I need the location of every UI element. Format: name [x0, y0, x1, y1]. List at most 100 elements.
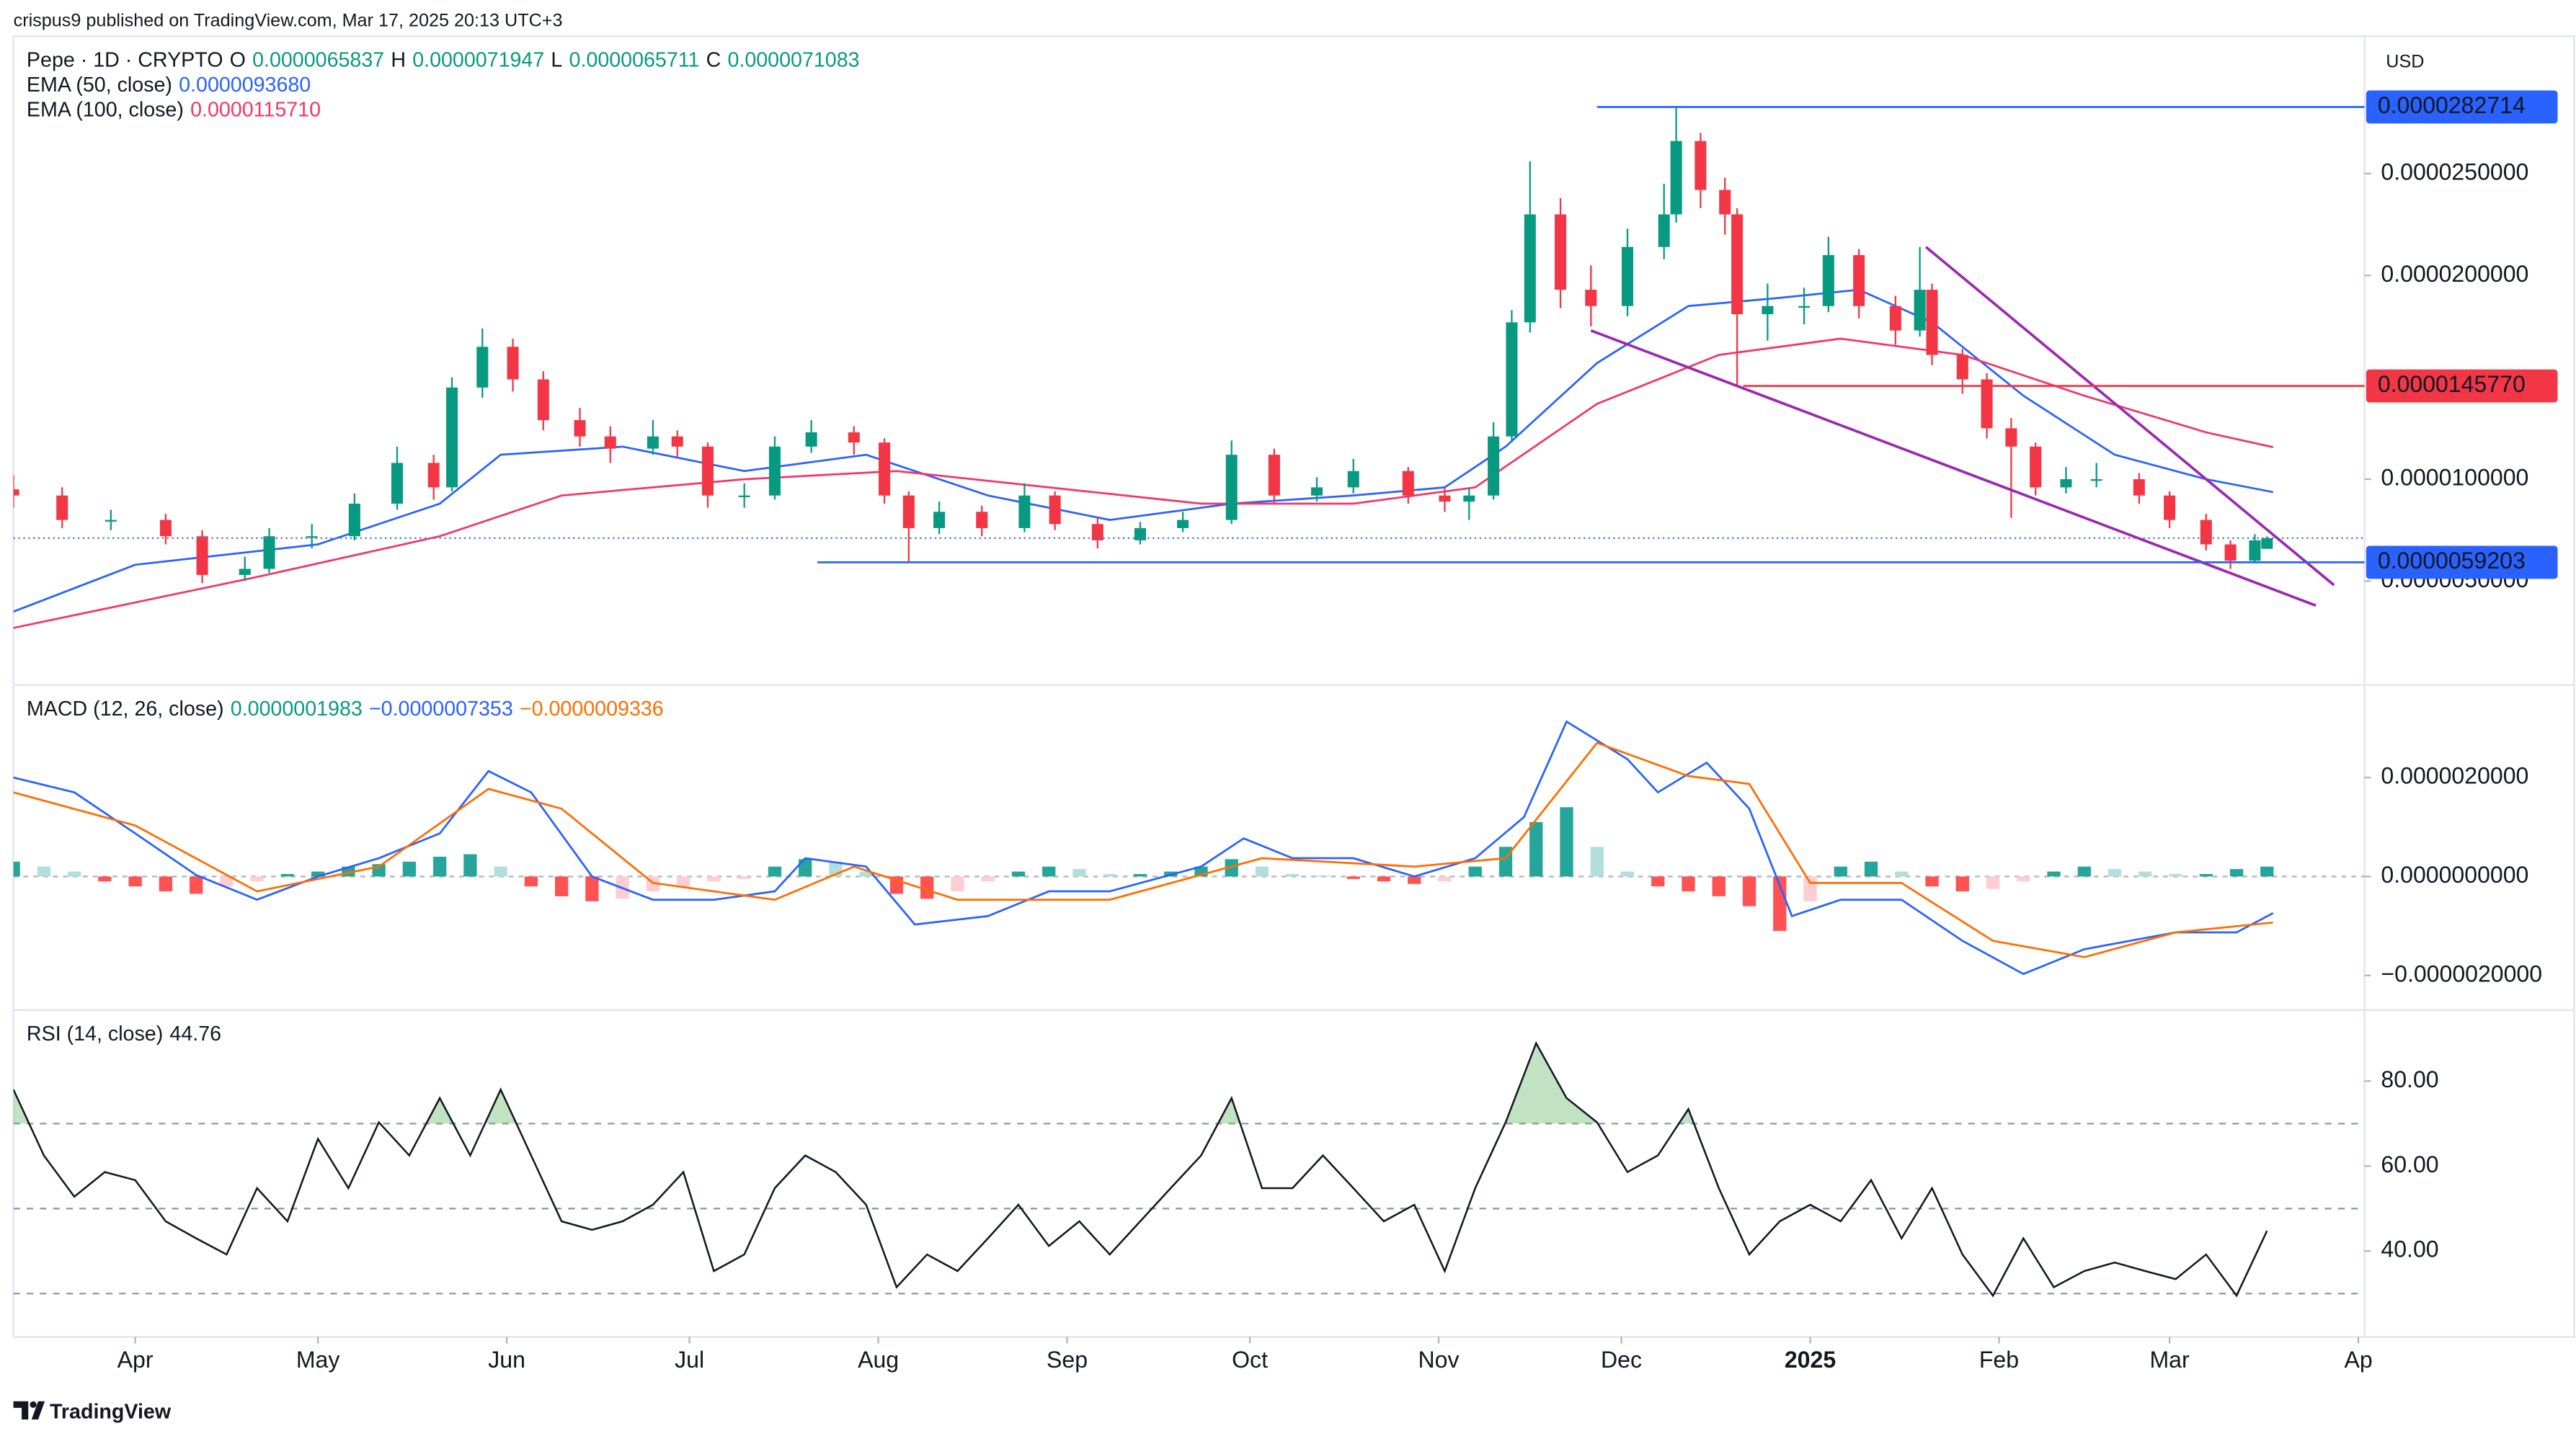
histogram-bar: [1103, 873, 1116, 877]
candle-body: [1853, 255, 1865, 306]
candle-body: [537, 379, 549, 421]
histogram-bar: [1925, 876, 1939, 887]
histogram-bar: [1072, 869, 1086, 877]
indicator-value: 44.76: [169, 1022, 221, 1046]
candle-body: [1798, 306, 1811, 308]
candle-body: [1506, 322, 1518, 437]
histogram-bar: [677, 876, 690, 887]
candle-body: [1762, 306, 1774, 315]
y-tick-label: 60.00: [2381, 1151, 2438, 1177]
histogram-bar: [128, 876, 142, 887]
histogram-bar: [1346, 876, 1360, 879]
legend-row: EMA (50, close) 0.0000093680: [27, 73, 311, 97]
ohlc-key: C: [706, 48, 721, 71]
candle-body: [1402, 471, 1414, 496]
histogram-bar: [2199, 873, 2213, 877]
candle-body: [902, 495, 915, 528]
candle-body: [671, 436, 683, 447]
candle-body: [1268, 455, 1280, 496]
ohlc-key: L: [551, 48, 562, 71]
candle-body: [701, 446, 714, 496]
histogram-bar: [1560, 807, 1573, 877]
y-tick-label: 0.0000200000: [2381, 261, 2528, 287]
histogram-bar: [951, 876, 964, 892]
histogram-bar: [1803, 876, 1817, 901]
histogram-bar: [2077, 866, 2091, 877]
macd-line: [13, 741, 2273, 958]
candle-body: [56, 495, 68, 520]
histogram-bar: [2229, 869, 2244, 877]
pane-plot: [13, 1040, 2365, 1298]
histogram-bar: [250, 876, 264, 882]
indicator-value: 0.0000093680: [179, 73, 311, 97]
x-tick-label: Jun: [488, 1347, 525, 1373]
histogram-bar: [554, 876, 569, 896]
histogram-bar: [981, 876, 995, 882]
histogram-bar: [1468, 866, 1482, 877]
y-tick-label: −0.0000020000: [2381, 960, 2542, 986]
histogram-bar: [159, 876, 173, 892]
candle-body: [933, 512, 946, 528]
histogram-bar: [1255, 866, 1269, 877]
candle-body: [391, 463, 404, 504]
x-tick-label: Aug: [858, 1347, 899, 1373]
candle-body: [507, 347, 519, 380]
candle-body: [1091, 524, 1103, 540]
legend-row: MACD (12, 26, close) 0.0000001983 −0.00000…: [27, 697, 664, 721]
candle-body: [1018, 495, 1031, 528]
candle-body: [1695, 141, 1707, 190]
x-tick-label: Sep: [1047, 1347, 1088, 1373]
histogram-bar: [1682, 876, 1695, 892]
candle-body: [1177, 520, 1189, 528]
histogram-bar: [2108, 869, 2122, 877]
candle-body: [1225, 455, 1238, 520]
level-label: 0.0000145770: [2378, 371, 2526, 397]
histogram-bar: [920, 876, 934, 899]
candle-body: [2164, 495, 2176, 520]
x-tick-label: Jul: [675, 1347, 704, 1373]
pane-plot: [13, 720, 2365, 976]
x-tick-label: 2025: [1785, 1347, 1836, 1373]
candle-body: [2261, 538, 2273, 549]
histogram-bar: [1286, 873, 1300, 877]
pane-plot: [13, 107, 2365, 629]
candle-body: [2060, 479, 2072, 488]
x-tick-label: Apr: [117, 1347, 154, 1373]
y-tick-label: 0.0000000000: [2381, 862, 2528, 888]
histogram-bar: [2047, 871, 2061, 877]
candle-body: [105, 520, 117, 522]
histogram-bar: [494, 866, 507, 877]
candle-body: [604, 436, 616, 449]
brand-logo: TradingView: [13, 1400, 172, 1423]
ohlc-key: O: [230, 48, 246, 71]
histogram-bar: [859, 871, 873, 877]
candle-body: [239, 569, 251, 575]
currency-unit: USD: [2386, 52, 2424, 72]
y-tick-label: 80.00: [2381, 1066, 2438, 1092]
histogram-bar: [737, 876, 751, 879]
candle-body: [2133, 479, 2145, 496]
histogram-bar: [13, 861, 20, 877]
histogram-bar: [1773, 876, 1787, 931]
indicator-name: EMA (100, close): [27, 98, 184, 121]
y-tick-label: 40.00: [2381, 1236, 2438, 1262]
histogram-bar: [1225, 859, 1238, 877]
ema-line: [13, 288, 2274, 613]
candle-body: [306, 536, 318, 538]
candle-body: [738, 495, 750, 497]
candle-body: [476, 347, 489, 388]
indicator-value: 0.0000115710: [190, 98, 321, 121]
brand-name: TradingView: [50, 1400, 172, 1423]
histogram-bar: [1895, 871, 1909, 877]
histogram-bar: [402, 861, 417, 877]
candle-body: [1621, 246, 1634, 306]
candle-body: [2030, 446, 2042, 488]
legend-row: RSI (14, close) 44.76: [27, 1022, 221, 1046]
histogram-bar: [1377, 876, 1391, 882]
candle-body: [1488, 436, 1500, 496]
histogram-bar: [1529, 821, 1543, 877]
level-label-box: [2366, 90, 2558, 124]
histogram-bar: [1986, 876, 2000, 889]
candle-body: [647, 436, 659, 449]
